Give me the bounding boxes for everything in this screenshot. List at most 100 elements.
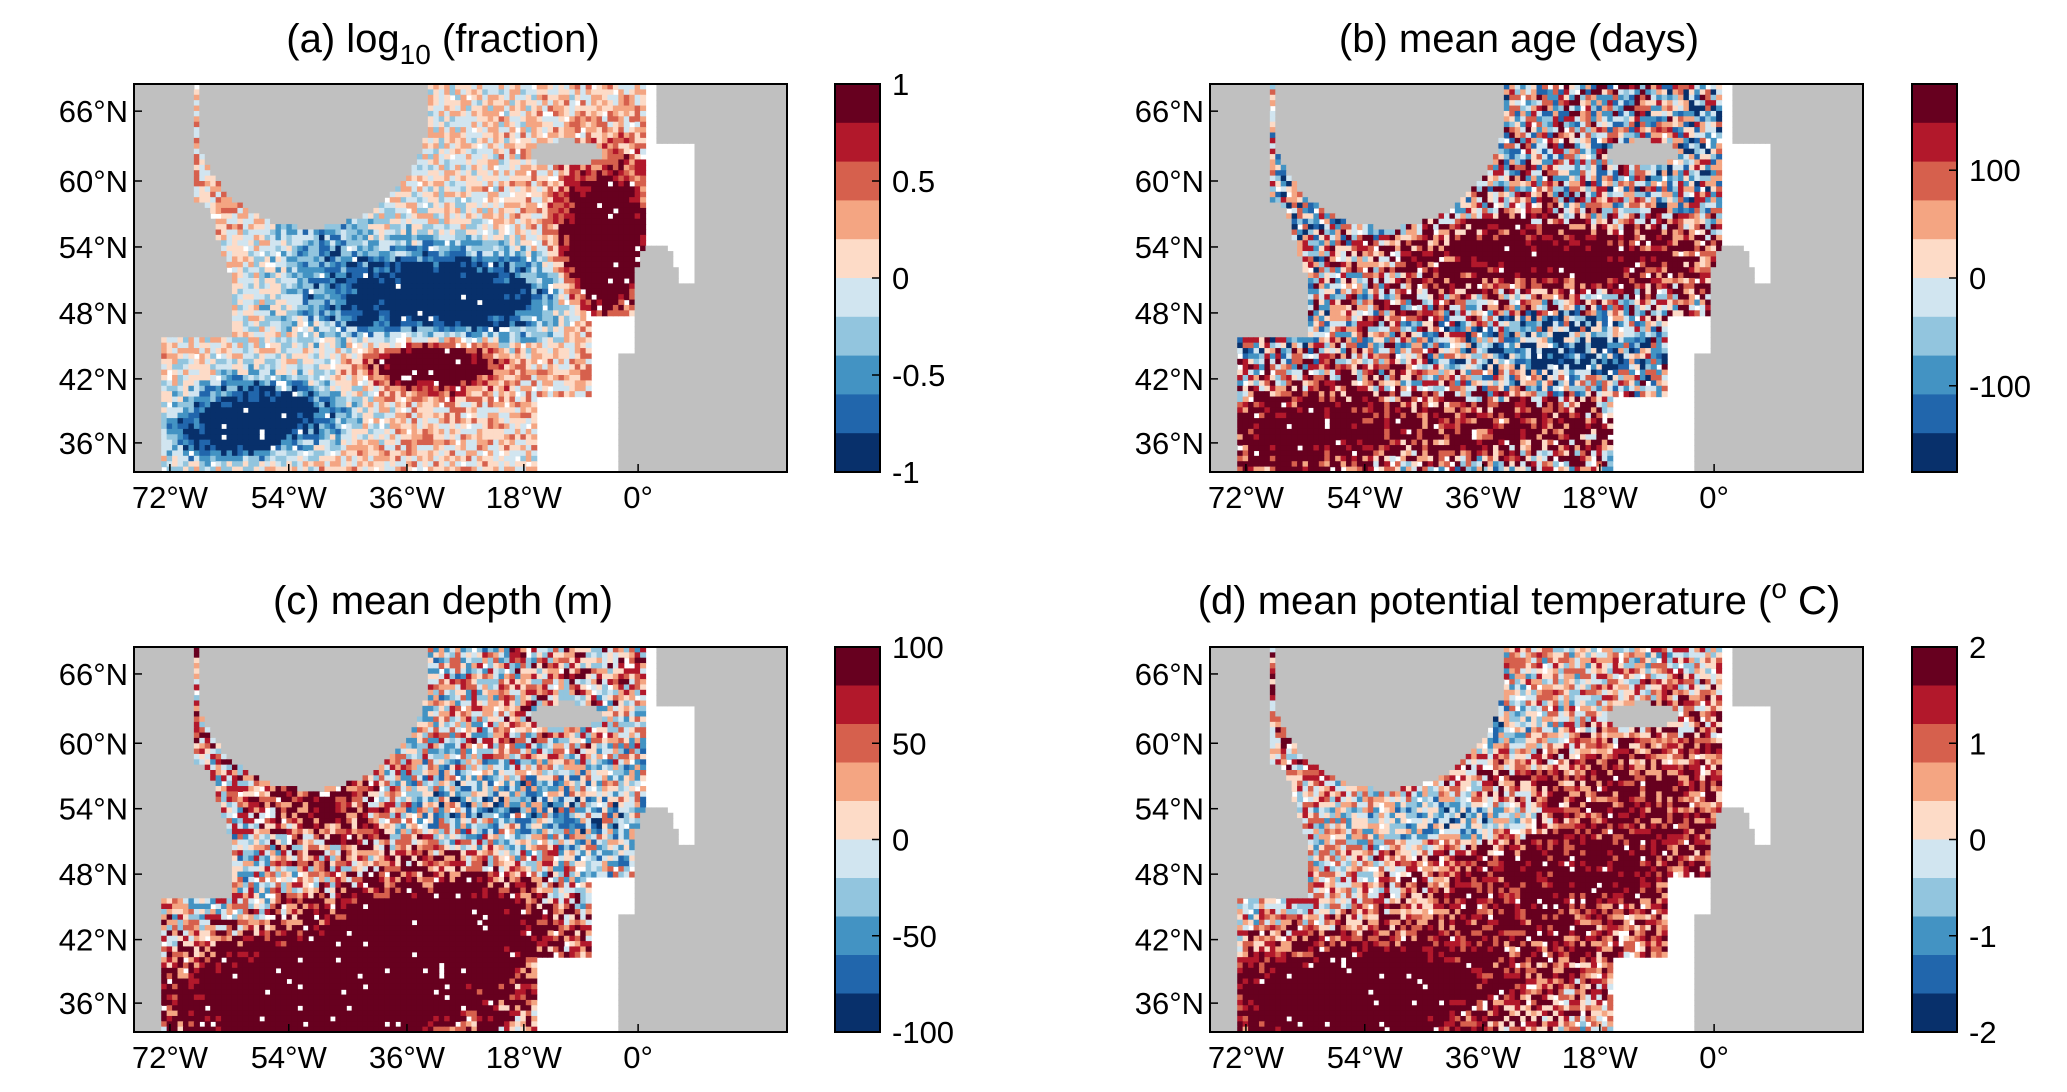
heatmap-cell [242, 261, 249, 268]
heatmap-cell [308, 164, 315, 171]
heatmap-cell [525, 110, 532, 117]
heatmap-cell [629, 261, 636, 268]
heatmap-cell [601, 234, 609, 241]
heatmap-cell [329, 164, 336, 171]
heatmap-cell [460, 251, 467, 258]
heatmap-cell [166, 170, 173, 177]
heatmap-cell [253, 278, 260, 284]
heatmap-cell [498, 218, 505, 225]
heatmap-cell [270, 154, 277, 161]
heatmap-cell [487, 245, 494, 252]
heatmap-cell [661, 278, 668, 284]
heatmap-cell [694, 84, 701, 90]
heatmap-cell [710, 207, 717, 214]
heatmap-cell [482, 110, 489, 117]
heatmap-cell [427, 213, 434, 220]
heatmap-cell [416, 191, 424, 198]
heatmap-cell [215, 207, 222, 214]
heatmap-cell [487, 137, 494, 144]
heatmap-cell [444, 283, 451, 290]
heatmap-cell [242, 229, 249, 236]
heatmap-cell [150, 148, 157, 155]
heatmap-cell [248, 191, 255, 198]
heatmap-cell [346, 272, 353, 279]
heatmap-cell [536, 272, 543, 279]
heatmap-cell [716, 267, 723, 274]
heatmap-cell [329, 272, 336, 279]
heatmap-cell [340, 170, 347, 177]
heatmap-cell [629, 116, 636, 123]
heatmap-cell [308, 197, 315, 204]
heatmap-cell [444, 121, 451, 128]
heatmap-cell [634, 159, 641, 166]
heatmap-cell [226, 321, 233, 328]
heatmap-cell [716, 154, 723, 161]
heatmap-cell [629, 240, 636, 247]
heatmap-cell [585, 197, 592, 204]
heatmap-cell [683, 315, 690, 322]
heatmap-cell [270, 84, 277, 90]
heatmap-cell [150, 288, 157, 295]
heatmap-cell [721, 143, 728, 150]
heatmap-cell [678, 137, 685, 144]
heatmap-cell [188, 321, 195, 328]
heatmap-cell [204, 321, 211, 328]
heatmap-cell [161, 202, 168, 209]
heatmap-cell [416, 202, 424, 209]
heatmap-cell [389, 304, 396, 311]
heatmap-cell [226, 100, 233, 107]
heatmap-cell [471, 283, 478, 290]
heatmap-cell [580, 186, 587, 193]
heatmap-cell [667, 272, 674, 279]
heatmap-cell [188, 234, 195, 241]
heatmap-cell [444, 143, 451, 150]
heatmap-cell [640, 137, 647, 144]
heatmap-cell [667, 294, 674, 301]
heatmap-cell [596, 213, 603, 220]
heatmap-cell [313, 294, 320, 301]
heatmap-cell [471, 234, 478, 241]
heatmap-cell [433, 191, 440, 198]
heatmap-cell [193, 137, 200, 144]
heatmap-cell [237, 127, 244, 134]
heatmap-cell [471, 272, 478, 279]
heatmap-cell [231, 304, 238, 311]
heatmap-cell [427, 89, 434, 96]
heatmap-cell [509, 175, 516, 182]
heatmap-cell [781, 186, 788, 193]
heatmap-cell [297, 143, 304, 150]
heatmap-cell [297, 159, 304, 166]
heatmap-cell [748, 283, 755, 290]
heatmap-cell [574, 84, 581, 90]
heatmap-cell [259, 321, 266, 328]
heatmap-cell [721, 304, 728, 311]
heatmap-cell [542, 143, 549, 150]
heatmap-cell [699, 100, 706, 107]
heatmap-cell [433, 89, 440, 96]
heatmap-cell [367, 105, 375, 112]
heatmap-cell [661, 127, 668, 134]
heatmap-cell [776, 245, 783, 252]
heatmap-cell [406, 121, 413, 128]
heatmap-cell [776, 110, 783, 117]
heatmap-cell [308, 105, 315, 112]
heatmap-cell [351, 272, 358, 279]
heatmap-cell [346, 181, 353, 187]
heatmap-cell [650, 261, 657, 268]
heatmap-cell [759, 315, 766, 322]
heatmap-cell [166, 121, 173, 128]
heatmap-cell [172, 186, 179, 193]
heatmap-cell [275, 170, 282, 177]
heatmap-cell [373, 159, 380, 166]
heatmap-cell [591, 105, 598, 112]
heatmap-cell [487, 202, 494, 209]
heatmap-cell [313, 240, 320, 247]
heatmap-cell [509, 89, 516, 96]
heatmap-cell [177, 261, 184, 268]
heatmap-cell [291, 94, 298, 101]
heatmap-cell [172, 197, 179, 204]
heatmap-cell [765, 234, 772, 241]
heatmap-cell [536, 159, 543, 166]
heatmap-cell [411, 175, 418, 182]
heatmap-cell [150, 202, 157, 209]
